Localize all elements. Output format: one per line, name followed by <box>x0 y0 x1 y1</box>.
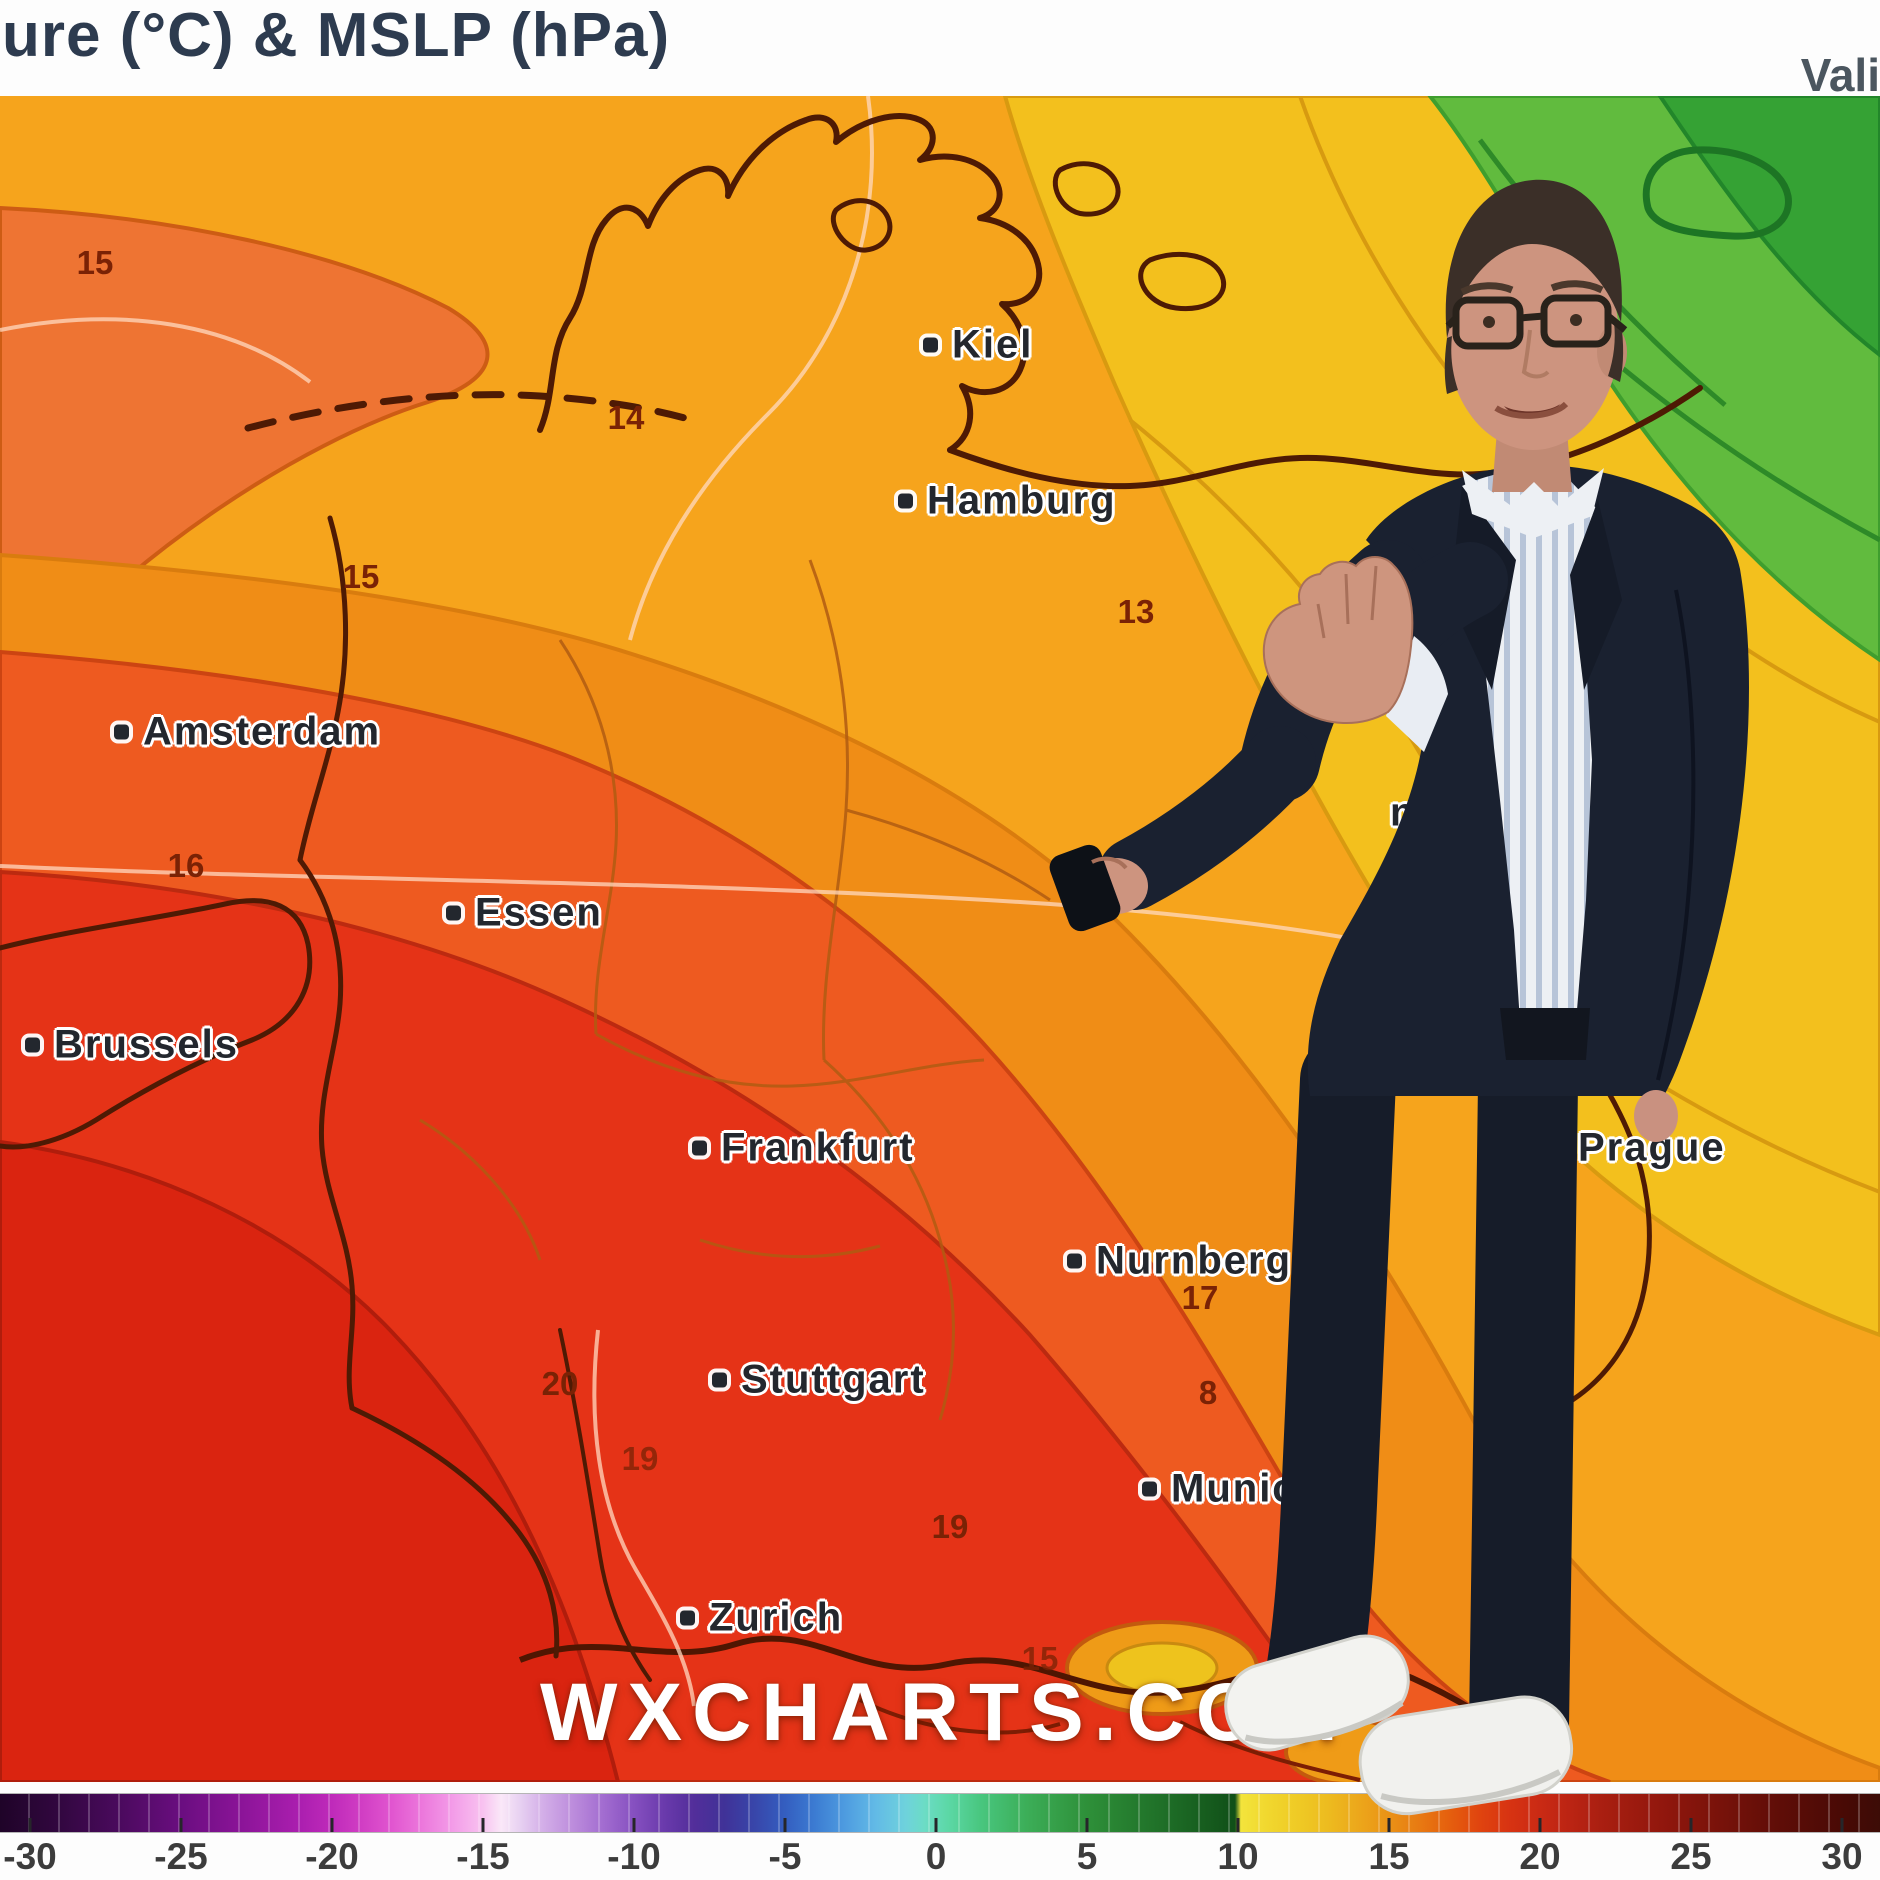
colorbar-tick-mark <box>783 1818 787 1832</box>
colorbar-tick-label: -5 <box>768 1836 802 1877</box>
inner-border-lines <box>419 559 1051 1421</box>
colorbar-tick-mark <box>1689 1818 1693 1832</box>
colorbar-tick-label: -10 <box>607 1836 661 1877</box>
colorbar-tick-mark <box>1840 1818 1844 1832</box>
colorbar-tick-mark <box>1387 1818 1391 1832</box>
colorbar-tick-label: 10 <box>1217 1836 1259 1877</box>
colorbar-tick-label: 20 <box>1519 1836 1561 1877</box>
header-band <box>0 0 1880 96</box>
colorbar-tick-label: 5 <box>1076 1836 1098 1877</box>
isobar-lines <box>0 96 1421 1707</box>
colorbar-tick-label: 25 <box>1670 1836 1712 1877</box>
colorbar-tick-mark <box>179 1818 183 1832</box>
colorbar-tick-label: 30 <box>1821 1836 1863 1877</box>
colorbar-tick-mark <box>481 1818 485 1832</box>
colorbar-tick-label: 15 <box>1368 1836 1410 1877</box>
colorbar-tick-label: -30 <box>3 1836 57 1877</box>
colorbar-tick-mark <box>1085 1818 1089 1832</box>
colorbar-tick-mark <box>934 1818 938 1832</box>
colorbar-tick-label: -25 <box>154 1836 208 1877</box>
map-title: ure (°C) & MSLP (hPa) <box>2 1 671 70</box>
colorbar-tick-label: -20 <box>305 1836 359 1877</box>
colorbar-tick-mark <box>28 1818 32 1832</box>
legend-footer: -30 -25 -20 -15 -10 -5 0 5 10 15 20 25 30 <box>0 1782 1880 1880</box>
temperature-colorbar <box>0 1793 1880 1833</box>
colorbar-tick-mark <box>632 1818 636 1832</box>
temperature-field <box>0 96 1880 1782</box>
colorbar-tick-mark <box>1538 1818 1542 1832</box>
colorbar-tick-mark <box>1236 1818 1240 1832</box>
valid-time-label: Vali <box>1800 49 1880 101</box>
wxcharts-watermark: WXCHARTS.COM <box>540 1667 1348 1758</box>
colorbar-tick-mark <box>330 1818 334 1832</box>
colorbar-tick-label: 0 <box>925 1836 947 1877</box>
colorbar-tick-label: -15 <box>456 1836 510 1877</box>
